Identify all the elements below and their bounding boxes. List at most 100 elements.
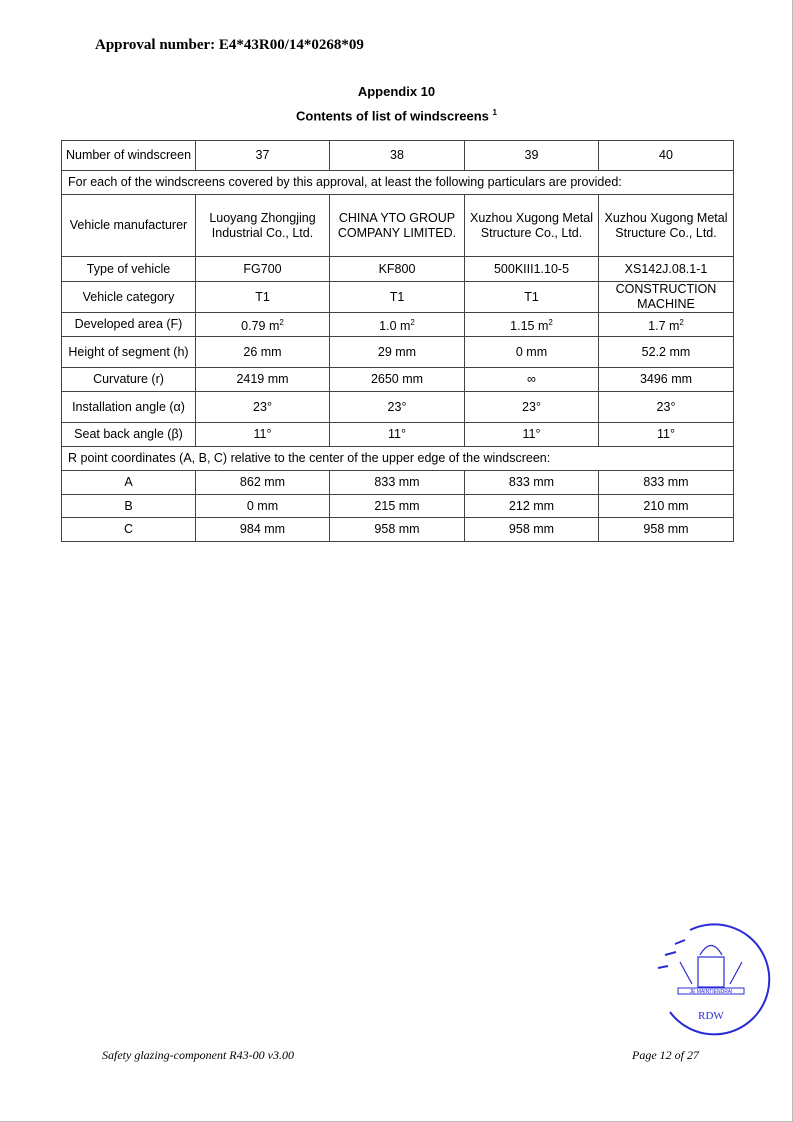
row-label: Installation angle (α): [61, 391, 196, 423]
cell-text: 37: [255, 148, 270, 162]
cell-text: 11°: [522, 427, 541, 441]
cell-text: CHINA YTO GROUP COMPANY LIMITED.: [337, 210, 457, 240]
cell-text: 833 mm: [643, 475, 689, 489]
cell-text: B: [124, 498, 133, 513]
cell: FG700: [195, 256, 330, 282]
cell: 11°: [195, 422, 330, 447]
cell: 29 mm: [329, 336, 465, 368]
footer-document-name: Safety glazing-component R43-00 v3.00: [102, 1048, 294, 1062]
cell: 210 mm: [598, 494, 734, 518]
approval-number: Approval number: E4*43R00/14*0268*09: [95, 37, 364, 53]
cell: T1: [464, 281, 599, 313]
cell: T1: [195, 281, 330, 313]
cell: T1: [329, 281, 465, 313]
cell-text: 11°: [657, 427, 675, 441]
cell: 0.79 m2: [195, 312, 330, 337]
row-label: C: [61, 517, 196, 542]
table-row: Type of vehicle FG700 KF800 500KIII1.10-5 XS…: [61, 256, 734, 282]
table-row-intro: R point coordinates (A, B, C) relative t…: [61, 446, 734, 471]
row-label: Type of vehicle: [61, 256, 196, 282]
cell: 3496 mm: [598, 367, 734, 392]
cell: 833 mm: [329, 470, 465, 495]
cell: 11°: [598, 422, 734, 447]
cell: 38: [329, 140, 465, 171]
cell-text: Xuzhou Xugong Metal Structure Co., Ltd.: [604, 210, 728, 240]
cell-text: Type of vehicle: [86, 261, 171, 276]
cell: Luoyang Zhongjing Industrial Co., Ltd.: [195, 194, 330, 257]
unit-superscript: 2: [279, 317, 284, 327]
cell: 39: [464, 140, 599, 171]
windscreen-table: Number of windscreen 37 38 39 40 For each of …: [61, 140, 734, 542]
cell-text: 984 mm: [239, 522, 286, 536]
cell-text: 40: [659, 148, 673, 162]
cell: 0 mm: [464, 336, 599, 368]
cell-text: KF800: [378, 261, 416, 276]
row-label: A: [61, 470, 196, 495]
list-title-text: Contents of list of windscreens: [296, 108, 489, 124]
table-row: B 0 mm 215 mm 212 mm 210 mm: [61, 494, 734, 518]
cell-text: 862 mm: [239, 475, 286, 489]
cell-text: T1: [524, 289, 539, 304]
cell-text: Seat back angle (β): [74, 427, 183, 441]
cell-text: Number of windscreen: [65, 148, 192, 162]
cell-text: 23°: [522, 399, 541, 414]
cell: 833 mm: [464, 470, 599, 495]
cell: 40: [598, 140, 734, 171]
cell: 23°: [329, 391, 465, 423]
row-label: Curvature (r): [61, 367, 196, 392]
footer-page-number: Page 12 of 27: [632, 1048, 699, 1062]
cell-text: T1: [389, 289, 405, 304]
unit-superscript: 2: [679, 317, 684, 327]
cell-text: 23°: [253, 399, 272, 414]
cell: Xuzhou Xugong Metal Structure Co., Ltd.: [598, 194, 734, 257]
row-label: Developed area (F): [61, 312, 196, 337]
cell-text: 958 mm: [374, 522, 420, 536]
intro-text: For each of the windscreens covered by t…: [61, 170, 734, 195]
cell-text: Installation angle (α): [72, 399, 185, 414]
table-row: Curvature (r) 2419 mm 2650 mm ∞ 3496 mm: [61, 367, 734, 392]
cell-text: XS142J.08.1-1: [624, 261, 708, 276]
cell-text: 833 mm: [374, 475, 420, 489]
cell-text: T1: [255, 289, 270, 304]
cell-text: 215 mm: [374, 498, 420, 513]
cell-text: Xuzhou Xugong Metal Structure Co., Ltd.: [469, 210, 593, 240]
cell: 958 mm: [464, 517, 599, 542]
cell: XS142J.08.1-1: [598, 256, 734, 282]
cell-text: Luoyang Zhongjing Industrial Co., Ltd.: [209, 210, 316, 240]
cell: 1.15 m2: [464, 312, 599, 337]
cell: 52.2 mm: [598, 336, 734, 368]
cell-text: 2419 mm: [236, 372, 289, 386]
cell: 212 mm: [464, 494, 599, 518]
cell: CHINA YTO GROUP COMPANY LIMITED.: [329, 194, 465, 257]
cell-text: ∞: [527, 372, 536, 386]
cell: 2419 mm: [195, 367, 330, 392]
cell-text: Vehicle category: [82, 289, 175, 304]
cell-text: 38: [390, 148, 404, 162]
cell-text: A: [124, 475, 133, 489]
cell: 1.7 m2: [598, 312, 734, 337]
cell-text: 958 mm: [643, 522, 689, 536]
table-row: Developed area (F) 0.79 m2 1.0 m2 1.15 m2 1.…: [61, 312, 734, 337]
row-label: Number of windscreen: [61, 140, 196, 171]
cell-text: 500KIII1.10-5: [493, 261, 570, 276]
cell: ∞: [464, 367, 599, 392]
cell: 0 mm: [195, 494, 330, 518]
cell-text: 833 mm: [508, 475, 555, 489]
cell-text: 0 mm: [246, 498, 279, 513]
cell-text: 3496 mm: [639, 372, 693, 386]
table-row: Installation angle (α) 23° 23° 23° 23°: [61, 391, 734, 423]
rdw-stamp: JE MAINTIENDRAI RDW: [657, 923, 771, 1036]
footnote-ref: 1: [492, 108, 497, 117]
cell-text: 23°: [656, 399, 676, 414]
row-label: Height of segment (h): [61, 336, 196, 368]
cell: 2650 mm: [329, 367, 465, 392]
cell: 11°: [464, 422, 599, 447]
cell-text: 212 mm: [508, 498, 555, 513]
unit-superscript: 2: [410, 317, 415, 327]
cell-text: 0.79 m: [241, 319, 280, 334]
cell: 984 mm: [195, 517, 330, 542]
appendix-title: Appendix 10: [357, 84, 436, 99]
table-row: Vehicle manufacturer Luoyang Zhongjing In…: [61, 194, 734, 257]
row-label: Seat back angle (β): [61, 422, 196, 447]
cell-text: 210 mm: [643, 498, 689, 513]
